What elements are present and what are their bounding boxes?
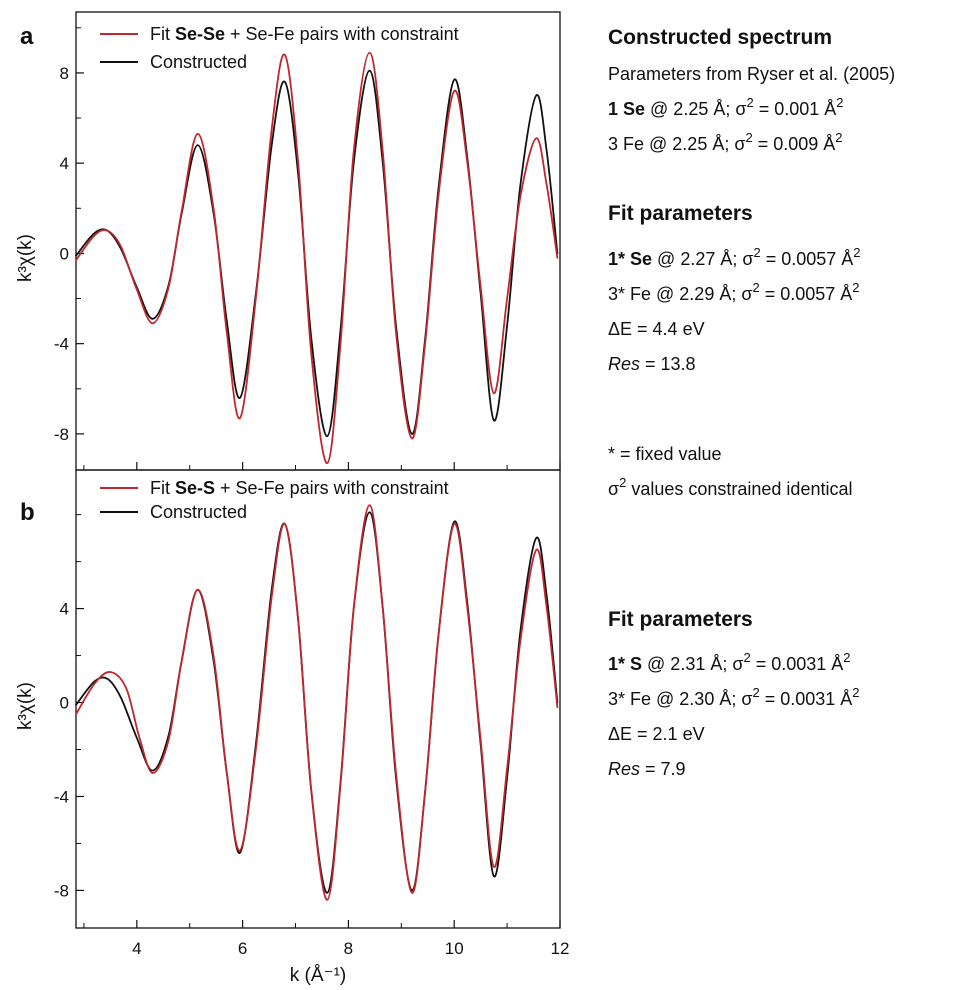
fit-b-line-2: 3* Fe @ 2.30 Å; σ2 = 0.0031 Å2 [608, 685, 860, 709]
fit-a-delta-e: ΔE = 4.4 eV [608, 319, 705, 339]
ytick-label-b: 4 [60, 600, 69, 619]
panel-b-ylabel: k³χ(k) [15, 682, 36, 730]
legend-a-fit-label: Fit Se-Se + Se-Fe pairs with constraint [150, 24, 459, 44]
fit-a-line-1: 1* Se @ 2.27 Å; σ2 = 0.0057 Å2 [608, 245, 861, 269]
constructed-line-1: 1 Se @ 2.25 Å; σ2 = 0.001 Å2 [608, 95, 844, 119]
fit-b-delta-e: ΔE = 2.1 eV [608, 724, 705, 744]
panel-a-ylabel: k³χ(k) [15, 234, 36, 282]
panel-b-legend: Fit Se-S + Se-Fe pairs with constraint C… [100, 478, 449, 522]
ytick-label-a: 8 [60, 64, 69, 83]
panel-b-frame [75, 469, 561, 929]
xtick-label: 12 [551, 939, 570, 958]
constructed-line-2: 3 Fe @ 2.25 Å; σ2 = 0.009 Å2 [608, 130, 843, 154]
xtick-label: 4 [132, 939, 141, 958]
panel-b-letter: b [20, 499, 35, 526]
panel-a-letter: a [20, 23, 34, 50]
panel-a: -8 -4 0 4 8 a Fit Se-Se + Se-Fe pairs with c… [15, 11, 561, 471]
xtick-label: 10 [445, 939, 464, 958]
series-line-a-fit [75, 51, 559, 465]
constructed-title: Constructed spectrum [608, 26, 833, 49]
series-line-a-constructed [75, 69, 559, 438]
ytick-label-a: -8 [54, 425, 69, 444]
ytick-label-b: 0 [60, 694, 69, 713]
note-sigma-constraint: σ2 values constrained identical [608, 475, 853, 499]
note-fixed-value: * = fixed value [608, 444, 722, 464]
ytick-label-b: -4 [54, 787, 69, 806]
ytick-label-a: -4 [54, 335, 69, 354]
ytick-label-a: 4 [60, 154, 69, 173]
legend-b-constructed-label: Constructed [150, 502, 247, 522]
ytick-label-a: 0 [60, 244, 69, 263]
x-axis-label: k (Å⁻¹) [290, 965, 346, 986]
legend-a-constructed-label: Constructed [150, 52, 247, 72]
panel-b: -8 -4 0 4 4 6 8 10 12 b Fit Se-S + Se-Fe pairs w… [15, 469, 570, 986]
fit-b-line-1: 1* S @ 2.31 Å; σ2 = 0.0031 Å2 [608, 650, 851, 674]
series-line-b-fit [75, 504, 559, 901]
xtick-label: 8 [344, 939, 353, 958]
panel-a-legend: Fit Se-Se + Se-Fe pairs with constraint … [100, 24, 459, 72]
constructed-source: Parameters from Ryser et al. (2005) [608, 64, 896, 84]
fit-a-title: Fit parameters [608, 202, 753, 225]
fit-a-line-2: 3* Fe @ 2.29 Å; σ2 = 0.0057 Å2 [608, 280, 860, 304]
ytick-label-b: -8 [54, 881, 69, 900]
legend-b-fit-label: Fit Se-S + Se-Fe pairs with constraint [150, 478, 449, 498]
fit-a-res: Res = 13.8 [608, 354, 696, 374]
fit-b-title: Fit parameters [608, 608, 753, 631]
xtick-label: 6 [238, 939, 247, 958]
fit-b-res: Res = 7.9 [608, 759, 686, 779]
